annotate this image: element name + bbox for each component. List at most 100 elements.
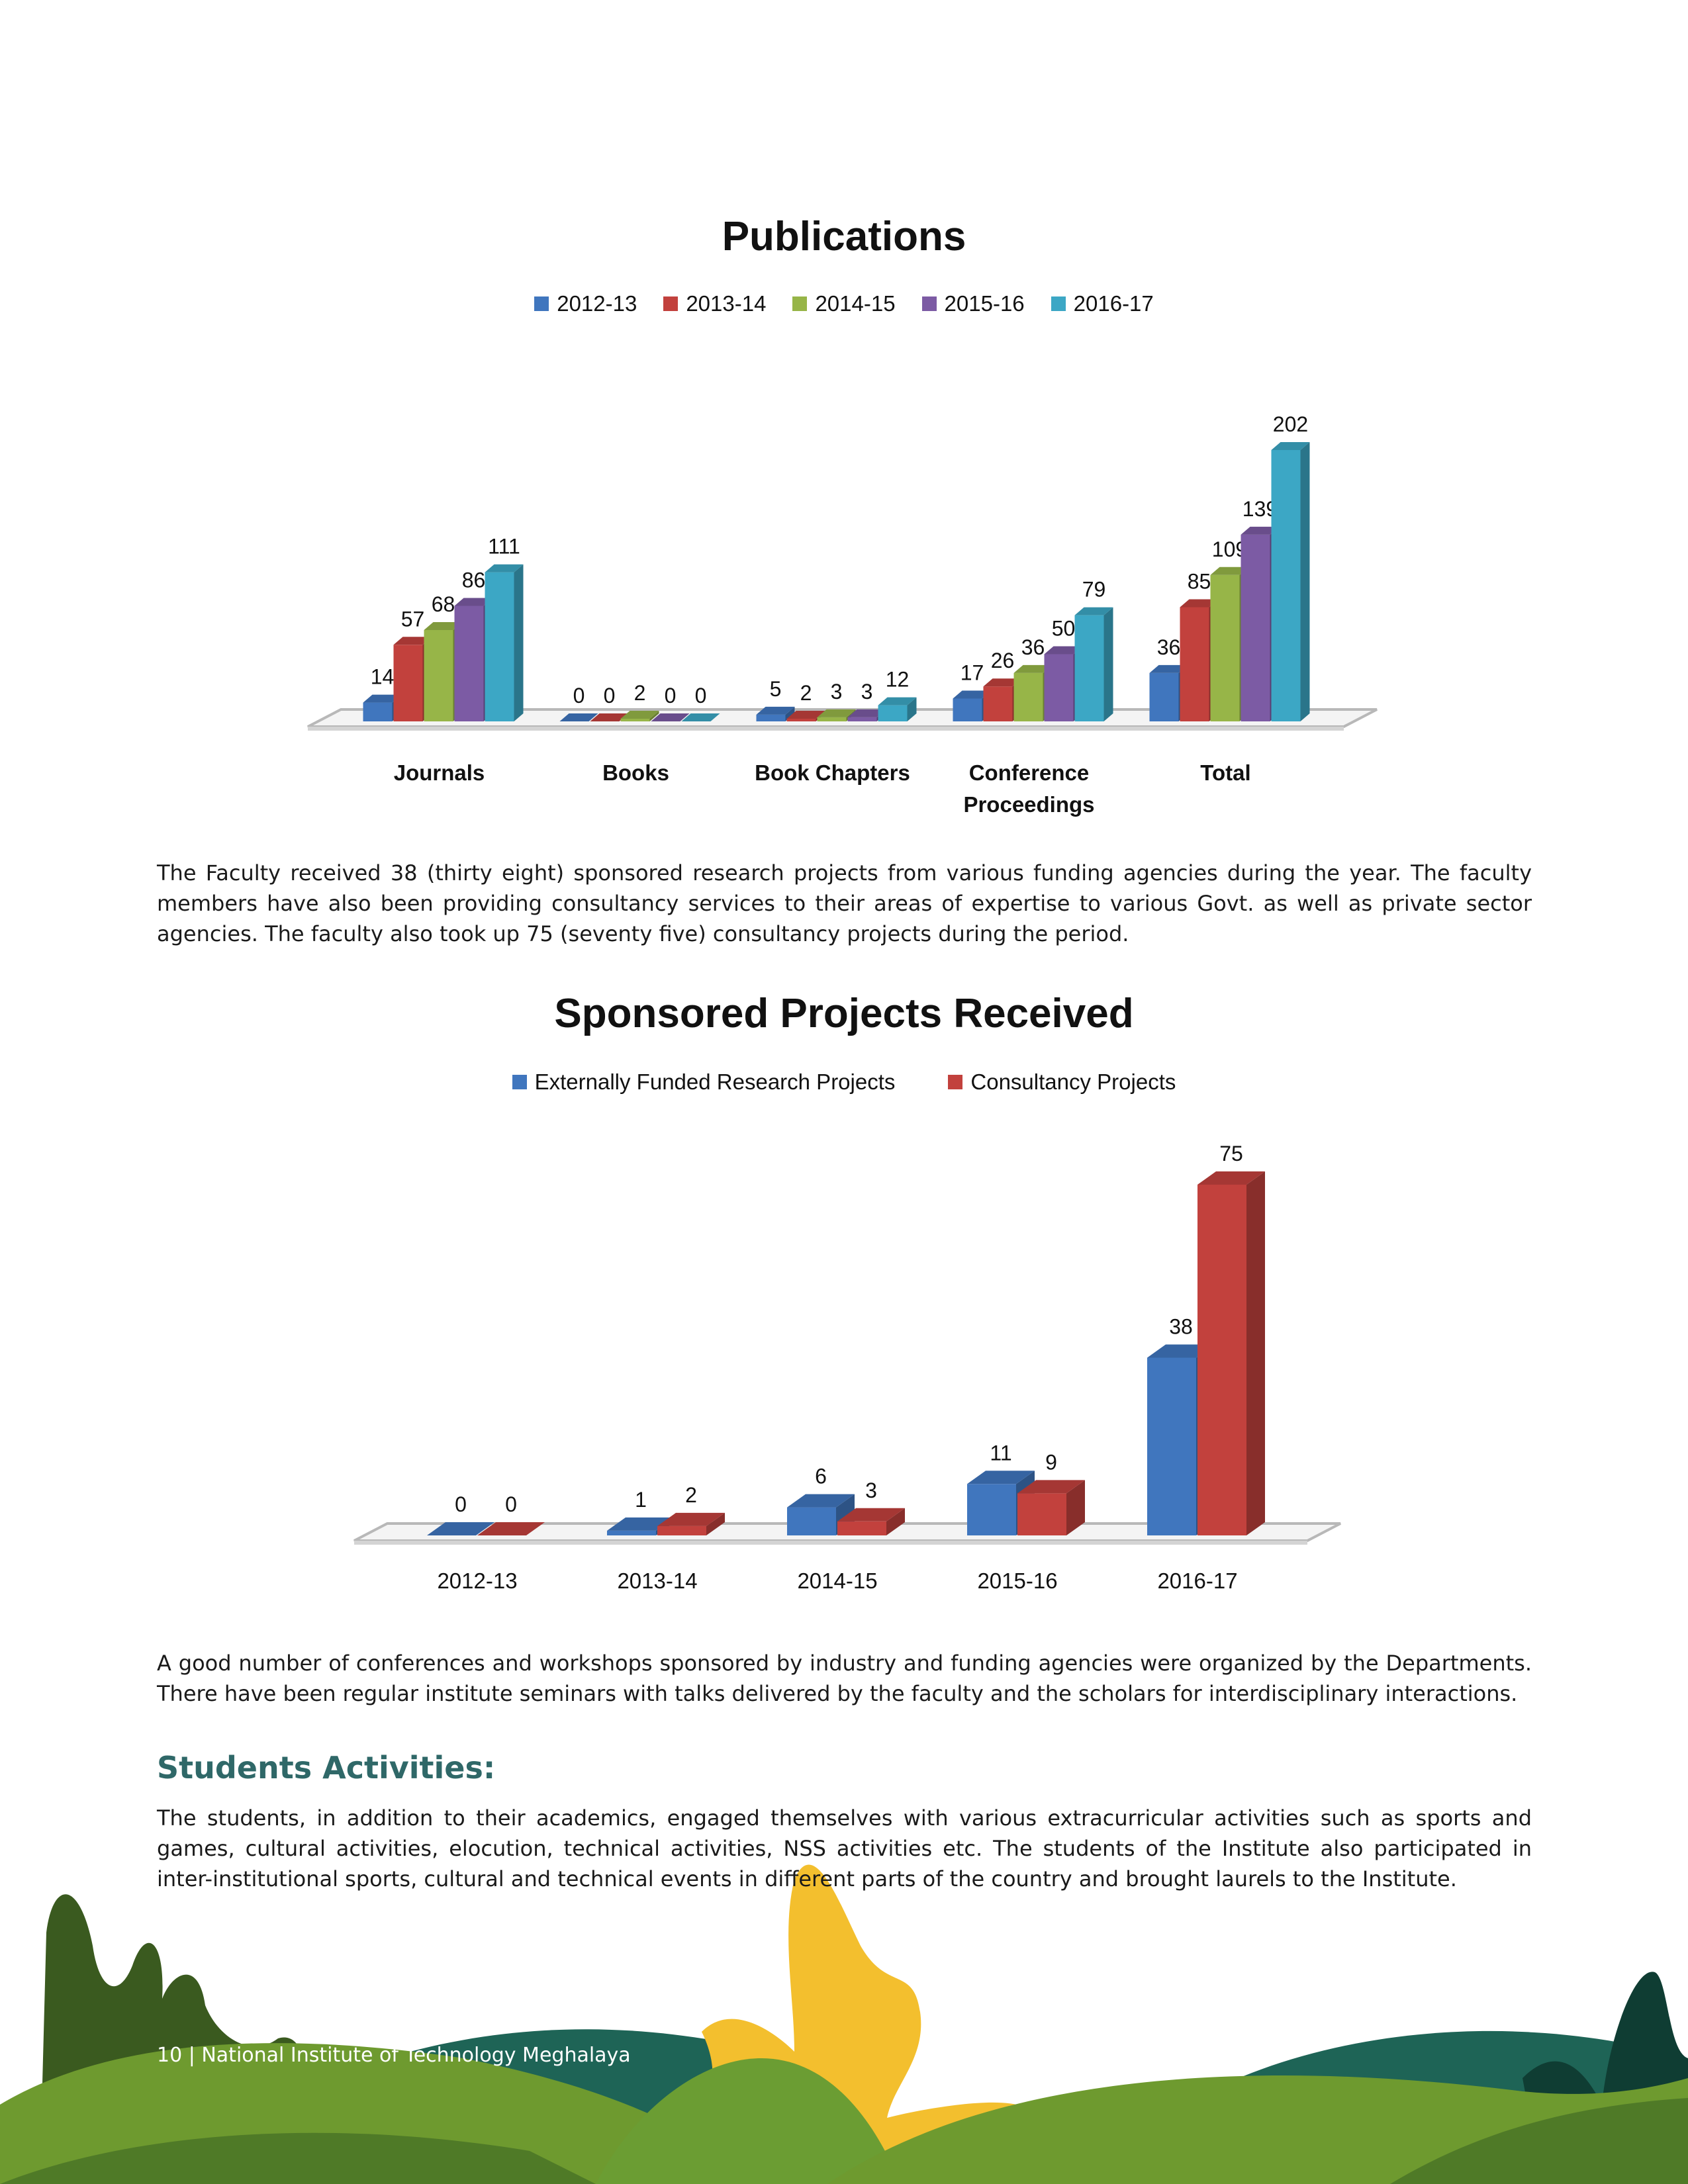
bar-top [590, 713, 629, 721]
bar-side [886, 1508, 905, 1535]
bar [559, 713, 598, 722]
bar-front [787, 1507, 836, 1535]
bar [1074, 607, 1113, 721]
legend-swatch [663, 296, 679, 311]
bar-front [786, 718, 816, 721]
students-activities-heading: Students Activities: [157, 1750, 496, 1786]
data-label: 38 [1169, 1314, 1193, 1338]
bar-top [1149, 664, 1188, 673]
legend-item: Consultancy Projects [948, 1069, 1176, 1095]
legend-swatch [512, 1075, 527, 1089]
category-label: 2016-17 [1157, 1569, 1237, 1593]
bar-side [785, 706, 795, 721]
data-label: 6 [815, 1465, 827, 1488]
data-label: 26 [991, 649, 1015, 672]
bar [485, 564, 524, 721]
bar-front [837, 1521, 886, 1535]
bar-front [620, 718, 650, 721]
sponsored-chart-title: Sponsored Projects Received [554, 991, 1134, 1036]
data-label: 1 [635, 1488, 647, 1512]
bar-front [1271, 450, 1301, 721]
data-label: 5 [770, 677, 782, 701]
bar-top [681, 713, 720, 721]
bar-front [983, 686, 1013, 721]
bar-front [1147, 1357, 1196, 1535]
bar-top [1180, 599, 1219, 608]
category-label: 2014-15 [797, 1569, 877, 1593]
category-label: Total [1200, 760, 1250, 785]
category-label: Proceedings [963, 792, 1094, 817]
legend-item: 2012-13 [534, 291, 637, 316]
bar-front [393, 645, 423, 721]
bar [657, 1512, 725, 1535]
bar [756, 706, 795, 721]
publications-legend: 2012-13 2013-14 2014-15 2015-16 2016-17 [0, 291, 1688, 316]
bar-top [1013, 664, 1053, 673]
bar-front [1149, 672, 1179, 721]
bar-top [485, 564, 524, 572]
bar-top [363, 694, 402, 703]
bar-side [706, 1512, 725, 1535]
category-label: Books [602, 760, 669, 785]
bar-top [787, 1494, 855, 1508]
bar-top [1017, 1480, 1085, 1494]
data-label: 36 [1157, 635, 1181, 659]
data-label: 36 [1021, 635, 1045, 659]
bar-side [514, 564, 524, 721]
category-label: Book Chapters [755, 760, 910, 785]
data-label: 17 [961, 660, 984, 684]
data-label: 85 [1188, 569, 1211, 593]
bar-top [983, 678, 1022, 687]
bar-front [657, 1525, 706, 1535]
bar-front [817, 717, 847, 721]
data-label: 57 [401, 607, 425, 631]
bar [620, 710, 659, 721]
data-label: 75 [1219, 1142, 1243, 1165]
bar-front [424, 629, 453, 721]
data-label: 2 [800, 681, 812, 705]
legend-label: 2015-16 [944, 291, 1025, 316]
legend-swatch [792, 296, 808, 311]
bar-front [878, 705, 908, 721]
bar-front [454, 606, 484, 721]
bar [651, 713, 690, 722]
data-label: 0 [505, 1492, 517, 1516]
sponsored-legend: Externally Funded Research Projects Cons… [0, 1069, 1688, 1095]
bar-top [1074, 607, 1113, 615]
bar-top [786, 710, 825, 719]
bar-front [847, 717, 877, 721]
paragraph-research-projects: The Faculty received 38 (thirty eight) s… [157, 860, 1532, 946]
data-label: 68 [432, 592, 455, 616]
bar-front [363, 702, 393, 721]
bar-top [559, 713, 598, 721]
legend-item: 2013-14 [663, 291, 766, 316]
footer-page-label: 10 | National Institute of Technology Me… [157, 2044, 631, 2067]
data-label: 14 [371, 665, 395, 689]
bar-front [1241, 534, 1270, 721]
bar-top [1241, 526, 1280, 535]
category-label: 2013-14 [617, 1569, 697, 1593]
bar [424, 621, 463, 721]
data-label: 3 [865, 1479, 877, 1502]
category-label: 2015-16 [977, 1569, 1057, 1593]
bar-front [1013, 672, 1043, 721]
paragraph-conferences: A good number of conferences and worksho… [157, 1651, 1532, 1706]
bar-front [967, 1484, 1016, 1535]
bar-top [817, 709, 856, 717]
bar [837, 1508, 905, 1535]
bar-top [1197, 1171, 1265, 1185]
bar-top [847, 709, 886, 717]
bar-front [485, 572, 514, 721]
legend-swatch [948, 1075, 963, 1089]
bar [590, 713, 629, 722]
bar-side [907, 697, 917, 721]
data-label: 111 [488, 535, 520, 559]
legend-item: 2016-17 [1051, 291, 1154, 316]
bar [878, 697, 917, 721]
bar-top [427, 1522, 494, 1535]
bar-side [1066, 1480, 1085, 1535]
bar-top [837, 1508, 905, 1522]
legend-label: 2016-17 [1073, 291, 1154, 316]
data-label: 12 [886, 668, 910, 692]
